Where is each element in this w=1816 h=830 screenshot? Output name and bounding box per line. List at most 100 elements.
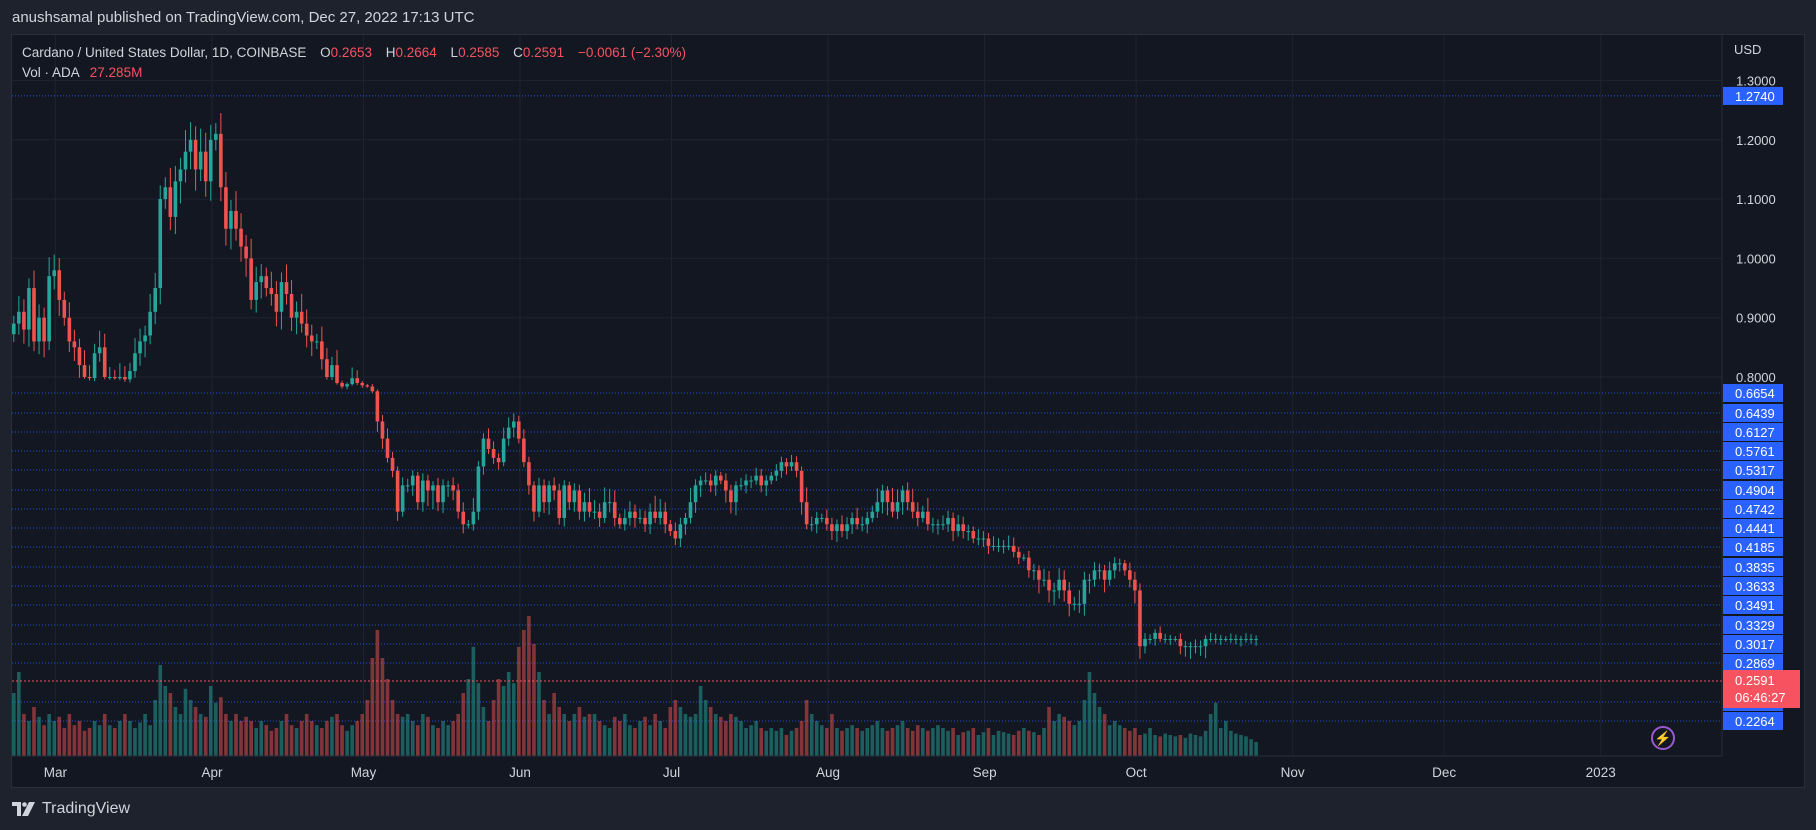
candle-body xyxy=(173,181,178,217)
legend-low-label: L xyxy=(450,45,459,60)
candle-body xyxy=(436,485,440,503)
candle-body xyxy=(1193,646,1198,648)
candle-body xyxy=(471,511,476,525)
candle-body xyxy=(643,517,647,525)
volume-bar xyxy=(426,716,430,756)
candle-body xyxy=(562,485,567,518)
candle-body xyxy=(875,502,880,512)
volume-bar xyxy=(249,721,253,756)
volume-bar xyxy=(254,728,258,756)
volume-bar xyxy=(713,714,718,756)
candle-body xyxy=(870,511,875,518)
candle-body xyxy=(17,311,21,324)
volume-bar xyxy=(547,714,551,756)
candle-body xyxy=(764,480,769,486)
volume-bar xyxy=(1128,730,1132,756)
candle-body xyxy=(274,293,279,312)
volume-bar xyxy=(1168,735,1173,756)
y-tick-label: 1.0000 xyxy=(1736,251,1776,266)
volume-bar xyxy=(623,714,627,756)
candle-body xyxy=(456,490,460,512)
candle-body xyxy=(1218,638,1223,640)
volume-bar xyxy=(602,725,607,756)
candle-body xyxy=(380,421,385,439)
candle-body xyxy=(663,511,668,525)
candle-body xyxy=(229,210,233,229)
candle-body xyxy=(491,448,496,458)
candle-body xyxy=(582,502,587,512)
level-badge-label: 0.6439 xyxy=(1735,406,1775,421)
candle-body xyxy=(703,480,708,482)
candle-body xyxy=(1077,603,1082,605)
tradingview-logo[interactable]: TradingView xyxy=(12,800,130,818)
volume-bar xyxy=(1022,728,1026,756)
volume-bar xyxy=(274,728,279,756)
volume-bar xyxy=(860,730,864,756)
candle-body xyxy=(375,391,380,422)
candle-body xyxy=(1203,638,1208,647)
volume-bar xyxy=(522,630,526,756)
volume-bar xyxy=(835,728,839,756)
candle-body xyxy=(607,502,612,504)
volume-bar xyxy=(880,728,885,756)
candle-body xyxy=(905,490,910,503)
volume-bar xyxy=(900,721,905,756)
volume-bar xyxy=(1097,707,1102,756)
candle-body xyxy=(118,377,122,379)
candle-body xyxy=(244,246,248,259)
footer: TradingView xyxy=(12,794,130,824)
x-tick-label: Dec xyxy=(1432,765,1456,780)
volume-bar xyxy=(42,725,46,756)
candle-body xyxy=(62,299,67,318)
candle-body xyxy=(279,282,284,312)
volume-bar xyxy=(1001,732,1006,756)
candle-body xyxy=(996,545,1001,547)
candle-body xyxy=(648,511,652,525)
legend-close-value: 0.2591 xyxy=(522,45,565,60)
candle-body xyxy=(809,524,814,526)
x-tick-label: Jun xyxy=(509,765,531,780)
volume-bar xyxy=(1042,728,1046,756)
level-badge-label: 0.5761 xyxy=(1735,444,1775,459)
candle-body xyxy=(446,485,450,487)
candle-body xyxy=(1032,570,1036,572)
volume-bar xyxy=(1249,739,1253,756)
candle-body xyxy=(426,480,430,491)
candle-body xyxy=(754,475,758,481)
x-tick-label: Aug xyxy=(816,765,840,780)
candle-body xyxy=(1062,579,1066,591)
candle-body xyxy=(113,377,117,379)
candle-body xyxy=(143,335,147,342)
volume-bar xyxy=(885,730,890,756)
volume-bar xyxy=(971,728,976,756)
volume-bar xyxy=(946,730,950,756)
volume-bar xyxy=(1047,707,1051,756)
volume-bar xyxy=(612,716,617,756)
level-badge xyxy=(1723,404,1783,422)
volume-bar xyxy=(244,716,248,756)
volume-bar xyxy=(1011,735,1016,756)
volume-bar xyxy=(395,714,400,756)
volume-bar xyxy=(784,735,789,756)
countdown-label: 06:46:27 xyxy=(1735,690,1786,705)
y-tick-label: 1.1000 xyxy=(1736,192,1776,207)
candle-body xyxy=(693,485,698,503)
candle-body xyxy=(315,341,319,343)
x-tick-label: Nov xyxy=(1281,765,1305,780)
candle-body xyxy=(481,438,486,467)
chart-frame[interactable] xyxy=(11,34,1805,788)
volume-bar xyxy=(259,721,264,756)
candle-body xyxy=(360,382,365,386)
candle-body xyxy=(1173,638,1178,640)
volume-bar xyxy=(188,700,193,756)
x-tick-label: May xyxy=(351,765,377,780)
volume-bar xyxy=(1082,700,1087,756)
volume-bar xyxy=(1224,721,1228,756)
lightning-icon[interactable]: ⚡ xyxy=(1651,726,1675,750)
candle-body xyxy=(926,511,930,525)
candle-body xyxy=(890,502,895,512)
volume-bar xyxy=(663,728,668,756)
volume-bar xyxy=(582,716,587,756)
candle-body xyxy=(915,511,920,518)
